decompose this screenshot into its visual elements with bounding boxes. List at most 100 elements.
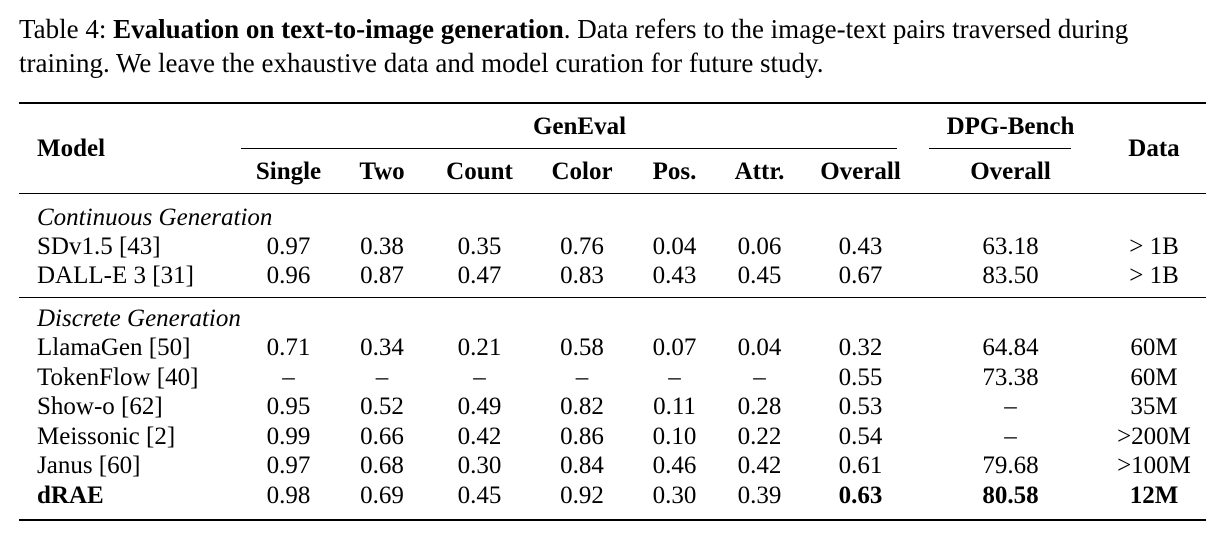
cell-two: 0.66: [360, 422, 404, 450]
cell-pos: –: [668, 363, 681, 391]
cell-two: 0.52: [360, 393, 404, 421]
cell-count: 0.21: [457, 333, 502, 361]
cell-overall: 0.54: [838, 422, 883, 450]
cell-count: 0.47: [457, 262, 502, 290]
geneval-cmidrule: [241, 148, 897, 149]
cell-dpg: 64.84: [982, 333, 1039, 361]
header-overall: Overall: [820, 157, 901, 185]
cell-overall: 0.53: [838, 393, 883, 421]
cell-count: –: [473, 363, 486, 391]
cell-pos: 0.04: [652, 232, 697, 260]
results-table: Model GenEval DPG-Bench Data Single Two …: [19, 104, 1206, 511]
cell-data: 35M: [1130, 393, 1178, 421]
cell-attr: 0.06: [737, 232, 782, 260]
cell-dpg: –: [1004, 422, 1017, 450]
cell-model: Meissonic [2]: [37, 422, 176, 450]
section-title-continuous: Continuous Generation: [37, 203, 273, 231]
cell-data: 12M: [1129, 481, 1179, 509]
header-rule: [19, 193, 1206, 194]
header-attr: Attr.: [734, 157, 785, 185]
cell-color: 0.76: [560, 232, 604, 260]
cell-model: DALL-E 3 [31]: [37, 262, 194, 290]
cell-data: > 1B: [1129, 262, 1179, 290]
header-dpg-bench: DPG-Bench: [946, 112, 1075, 140]
cell-overall: 0.67: [838, 262, 883, 290]
cell-dpg: 80.58: [982, 481, 1039, 509]
header-pos: Pos.: [652, 157, 697, 185]
cell-single: 0.95: [266, 393, 311, 421]
header-single: Single: [255, 157, 322, 185]
cell-single: 0.71: [266, 333, 311, 361]
cell-color: 0.92: [560, 481, 604, 509]
cell-color: 0.86: [560, 422, 604, 450]
cell-dpg: –: [1004, 393, 1017, 421]
cell-single: –: [282, 363, 295, 391]
header-geneval: GenEval: [532, 112, 627, 140]
cell-count: 0.30: [457, 452, 502, 480]
header-data: Data: [1128, 135, 1180, 162]
table-row: LlamaGen [50] 0.71 0.34 0.21 0.58 0.07 0…: [19, 333, 1206, 363]
cell-two: 0.68: [360, 452, 404, 480]
cell-dpg: 63.18: [982, 232, 1039, 260]
cell-two: 0.34: [360, 333, 404, 361]
cell-two: 0.87: [360, 262, 404, 290]
table-row: DALL-E 3 [31] 0.96 0.87 0.47 0.83 0.43 0…: [19, 262, 1206, 292]
cell-single: 0.97: [266, 232, 311, 260]
dpg-cmidrule: [929, 148, 1071, 149]
table-row: Janus [60] 0.97 0.68 0.30 0.84 0.46 0.42…: [19, 452, 1206, 482]
section-rule: [19, 297, 1206, 298]
table-caption: Table 4: Evaluation on text-to-image gen…: [19, 12, 1214, 80]
cell-pos: 0.43: [652, 262, 697, 290]
cell-attr: 0.04: [737, 333, 782, 361]
cell-color: 0.83: [560, 262, 604, 290]
caption-prefix: Table 4:: [19, 14, 114, 44]
cell-attr: 0.28: [737, 393, 782, 421]
cell-overall: 0.61: [838, 452, 883, 480]
cell-single: 0.97: [266, 452, 311, 480]
cell-pos: 0.07: [652, 333, 697, 361]
cell-two: 0.69: [360, 481, 404, 509]
cell-two: –: [375, 363, 389, 391]
header-dpg-overall: Overall: [970, 157, 1051, 185]
caption-title: Evaluation on text-to-image generation: [113, 14, 564, 44]
caption-text: . Data refers to the image-text pairs tr…: [19, 14, 1129, 78]
header-color: Color: [551, 157, 613, 185]
cell-single: 0.99: [266, 422, 311, 450]
cell-overall: 0.63: [838, 481, 883, 509]
header-model: Model: [37, 135, 106, 162]
cell-color: 0.58: [560, 333, 604, 361]
cell-data: 60M: [1130, 363, 1178, 391]
cell-pos: 0.30: [652, 481, 697, 509]
cell-pos: 0.11: [653, 393, 696, 421]
cell-single: 0.98: [266, 481, 311, 509]
header-two: Two: [359, 157, 405, 185]
cell-two: 0.38: [360, 232, 404, 260]
cell-model: TokenFlow [40]: [37, 363, 199, 391]
cell-overall: 0.55: [838, 363, 883, 391]
cell-single: 0.96: [266, 262, 311, 290]
cell-model: LlamaGen [50]: [37, 333, 191, 361]
cell-attr: 0.45: [737, 262, 782, 290]
cell-dpg: 83.50: [982, 262, 1039, 290]
cell-attr: 0.22: [737, 422, 782, 450]
cell-attr: 0.42: [737, 452, 782, 480]
cell-overall: 0.43: [838, 232, 883, 260]
cell-pos: 0.46: [652, 452, 697, 480]
cell-color: 0.84: [560, 452, 604, 480]
cell-data: >200M: [1117, 422, 1191, 450]
cell-color: 0.82: [560, 393, 604, 421]
cell-data: >100M: [1117, 452, 1191, 480]
table-row-highlight: dRAE 0.98 0.69 0.45 0.92 0.30 0.39 0.63 …: [19, 481, 1206, 511]
table-row: TokenFlow [40] – – – – – – 0.55 73.38 60…: [19, 363, 1206, 393]
table-row: Meissonic [2] 0.99 0.66 0.42 0.86 0.10 0…: [19, 422, 1206, 452]
cell-pos: 0.10: [652, 422, 697, 450]
cell-attr: 0.39: [737, 481, 782, 509]
cell-dpg: 73.38: [982, 363, 1039, 391]
cell-count: 0.49: [457, 393, 502, 421]
cell-model: SDv1.5 [43]: [37, 232, 161, 260]
cell-count: 0.42: [457, 422, 502, 450]
cell-color: –: [575, 363, 589, 391]
cell-data: 60M: [1130, 333, 1178, 361]
cell-overall: 0.32: [838, 333, 883, 361]
section-title-discrete: Discrete Generation: [37, 304, 241, 332]
